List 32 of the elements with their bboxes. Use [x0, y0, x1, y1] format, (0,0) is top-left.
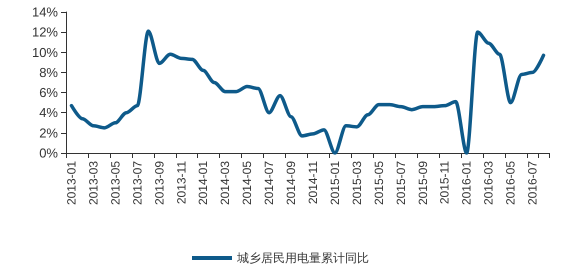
- x-tick-label: 2013-11: [174, 160, 188, 204]
- legend-label: 城乡居民用电量累计同比: [236, 251, 369, 265]
- y-tick-label: 2%: [39, 125, 58, 140]
- x-tick-label: 2015-07: [394, 160, 408, 206]
- y-tick-label: 8%: [39, 64, 58, 80]
- y-tick-label: 6%: [39, 85, 58, 100]
- x-tick-label: 2016-07: [526, 160, 540, 206]
- x-tick-label: 2015-05: [372, 160, 386, 206]
- y-tick-label: 12%: [32, 24, 58, 40]
- x-tick-label: 2016-01: [460, 160, 474, 206]
- x-tick-label: 2013-03: [86, 160, 100, 206]
- y-tick-label: 10%: [32, 44, 58, 60]
- x-tick-label: 2015-09: [416, 160, 430, 206]
- x-tick-label: 2013-05: [108, 160, 122, 206]
- y-tick-label: 4%: [39, 105, 58, 120]
- x-tick-label: 2014-09: [284, 160, 298, 206]
- x-tick-label: 2014-01: [196, 160, 210, 206]
- x-tick-label: 2013-07: [130, 160, 144, 206]
- x-tick-label: 2015-03: [350, 160, 364, 206]
- x-tick-label: 2014-11: [306, 160, 320, 204]
- y-tick-label: 0%: [39, 146, 58, 160]
- y-tick-label: 14%: [32, 4, 58, 20]
- x-tick-label: 2015-11: [438, 160, 452, 204]
- x-tick-label: 2016-05: [504, 160, 518, 206]
- x-tick-label: 2014-05: [240, 160, 254, 206]
- x-tick-label: 2014-07: [262, 160, 276, 206]
- x-tick-label: 2015-01: [328, 160, 342, 206]
- x-tick-label: 2014-03: [218, 160, 232, 206]
- x-tick-label: 2016-03: [482, 160, 496, 206]
- x-tick-label: 2013-09: [152, 160, 166, 206]
- x-tick-label: 2013-01: [64, 160, 78, 206]
- line-series: [70, 29, 546, 155]
